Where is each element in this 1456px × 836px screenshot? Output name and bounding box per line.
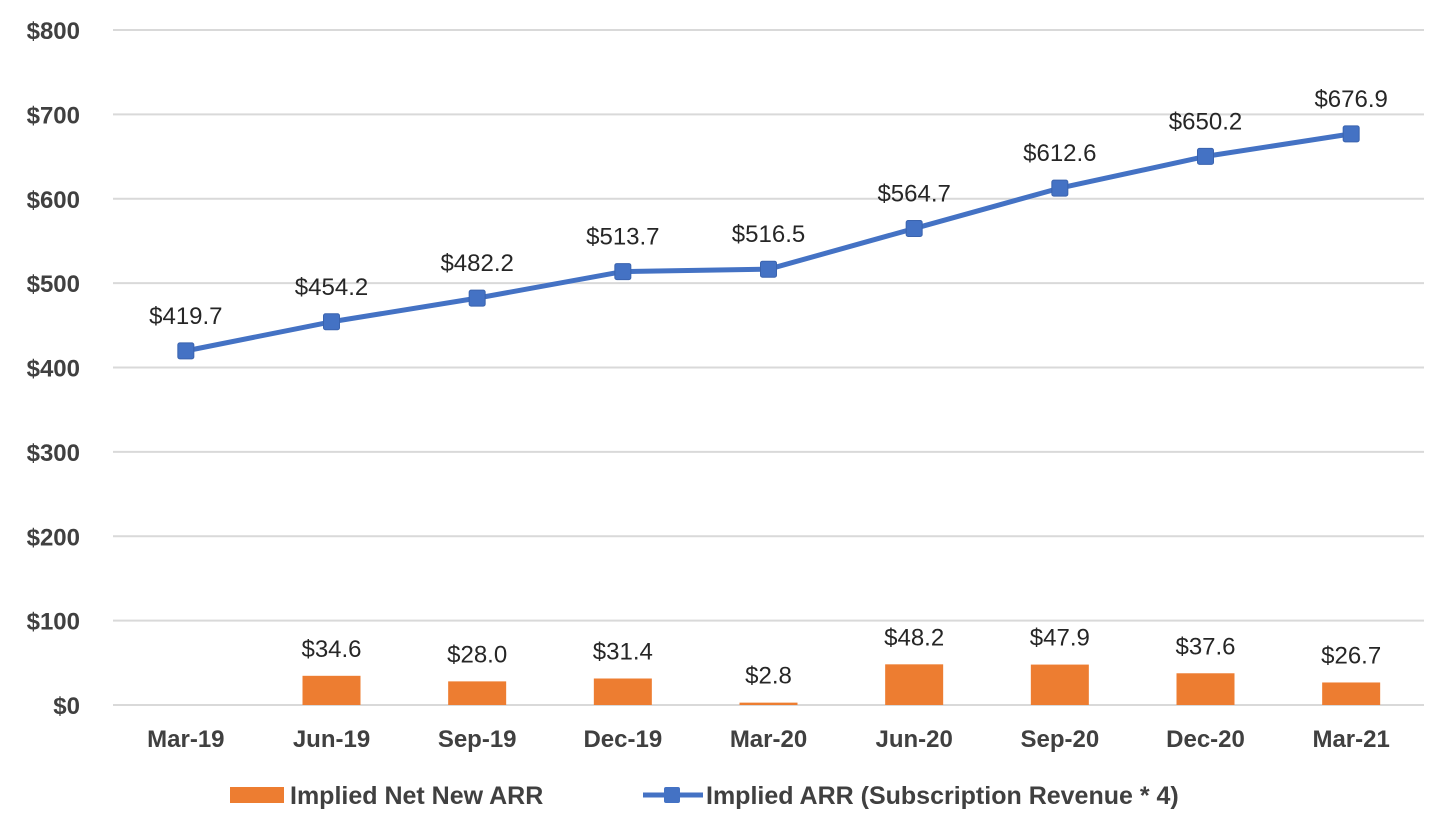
bar bbox=[739, 702, 798, 705]
line-series bbox=[177, 125, 1360, 360]
bar bbox=[448, 681, 507, 705]
line-data-label: $676.9 bbox=[1314, 86, 1387, 113]
bar bbox=[885, 664, 944, 705]
y-tick-label: $800 bbox=[27, 18, 80, 45]
x-tick-label: Dec-19 bbox=[583, 726, 662, 753]
bar-data-label: $34.6 bbox=[301, 636, 361, 663]
y-tick-label: $100 bbox=[27, 609, 80, 636]
x-tick-label: Jun-20 bbox=[875, 726, 952, 753]
y-tick-label: $200 bbox=[27, 524, 80, 551]
bar bbox=[593, 678, 652, 705]
legend-label-bar: Implied Net New ARR bbox=[290, 782, 543, 810]
line-marker bbox=[1342, 125, 1360, 143]
line-marker bbox=[177, 342, 195, 360]
bar-data-label: $26.7 bbox=[1321, 642, 1381, 669]
y-tick-label: $600 bbox=[27, 187, 80, 214]
line-data-label: $419.7 bbox=[149, 303, 222, 330]
bar-data-label: $31.4 bbox=[593, 639, 653, 666]
line-marker bbox=[1197, 147, 1214, 165]
line-data-label: $564.7 bbox=[877, 181, 950, 208]
x-tick-label: Jun-19 bbox=[293, 726, 370, 753]
bar-series bbox=[302, 664, 1381, 705]
legend-label-line: Implied ARR (Subscription Revenue * 4) bbox=[706, 782, 1179, 810]
bar-data-label: $48.2 bbox=[884, 624, 944, 651]
y-tick-label: $500 bbox=[27, 271, 80, 298]
x-tick-label: Mar-21 bbox=[1312, 726, 1389, 753]
y-axis-ticks: $0 $100 $200 $300 $400 $500 $600 $700 $800 bbox=[27, 18, 80, 720]
legend-swatch-bar bbox=[230, 787, 284, 803]
line-marker bbox=[323, 313, 340, 331]
line-marker bbox=[468, 289, 486, 307]
line-marker bbox=[1051, 179, 1069, 197]
x-tick-label: Dec-20 bbox=[1166, 726, 1245, 753]
y-tick-label: $400 bbox=[27, 356, 80, 383]
x-axis-ticks: Mar-19 Jun-19 Sep-19 Dec-19 Mar-20 Jun-20 Sep-… bbox=[147, 726, 1390, 753]
gridlines bbox=[113, 29, 1424, 706]
x-tick-label: Sep-19 bbox=[438, 726, 517, 753]
line-data-label: $516.5 bbox=[732, 221, 805, 248]
bar-data-label: $37.6 bbox=[1175, 633, 1235, 660]
bar bbox=[1322, 682, 1381, 705]
y-tick-label: $0 bbox=[53, 693, 80, 720]
legend-swatch-marker bbox=[664, 787, 680, 803]
y-tick-label: $700 bbox=[27, 102, 80, 129]
x-tick-label: Sep-20 bbox=[1020, 726, 1099, 753]
line-data-label: $513.7 bbox=[586, 224, 659, 251]
bar bbox=[1176, 673, 1235, 705]
data-labels: $34.6 $28.0 $31.4 $2.8 $48.2 $47.9 $37.6 $26.7 $… bbox=[149, 86, 1388, 690]
line-data-label: $612.6 bbox=[1023, 140, 1096, 167]
x-tick-label: Mar-20 bbox=[730, 726, 807, 753]
x-tick-label: Mar-19 bbox=[147, 726, 224, 753]
line-marker bbox=[760, 260, 777, 278]
legend: Implied Net New ARR Implied ARR (Subscrip… bbox=[230, 782, 1179, 810]
line-marker bbox=[905, 220, 923, 238]
bar bbox=[302, 675, 361, 705]
bar-data-label: $2.8 bbox=[745, 663, 792, 690]
bar-data-label: $28.0 bbox=[447, 641, 507, 668]
line-data-label: $650.2 bbox=[1169, 108, 1242, 135]
line-marker bbox=[614, 263, 632, 281]
bar-data-label: $47.9 bbox=[1030, 625, 1090, 652]
line-data-label: $482.2 bbox=[440, 250, 513, 277]
line-data-label: $454.2 bbox=[295, 274, 368, 301]
bar bbox=[1030, 664, 1089, 705]
y-tick-label: $300 bbox=[27, 440, 80, 467]
